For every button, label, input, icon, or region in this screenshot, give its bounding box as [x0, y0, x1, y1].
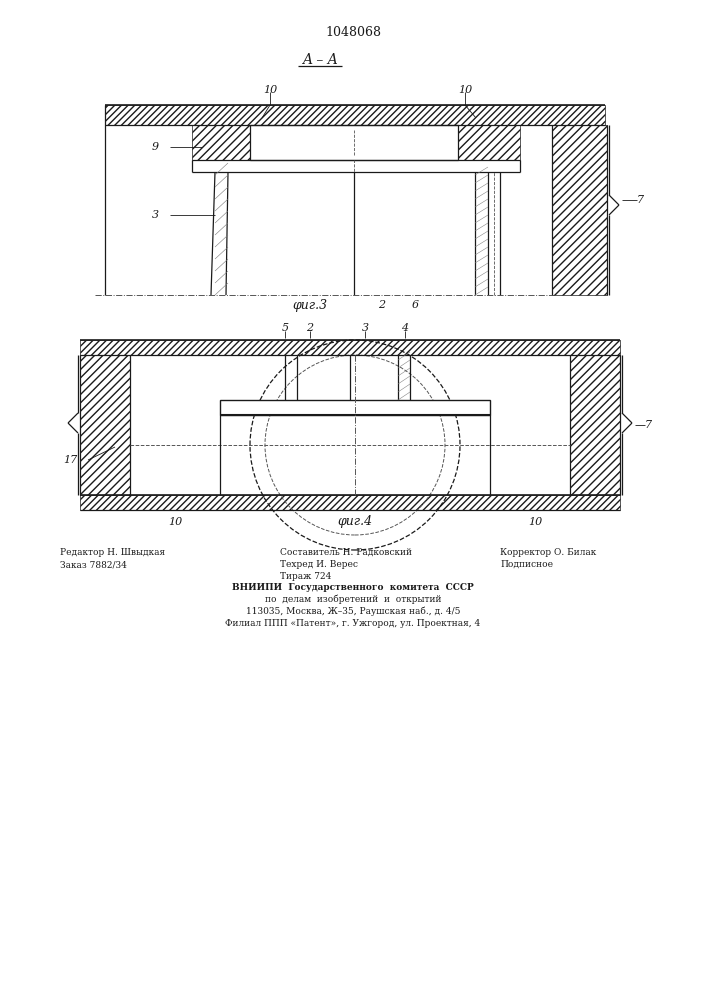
- Text: Подписное: Подписное: [500, 560, 553, 569]
- Text: Тираж 724: Тираж 724: [280, 572, 332, 581]
- Text: 3: 3: [361, 323, 368, 333]
- Text: 2: 2: [378, 300, 385, 310]
- Text: 3: 3: [151, 210, 158, 220]
- Text: 7: 7: [645, 420, 652, 430]
- Text: φиг.4: φиг.4: [337, 516, 373, 528]
- Bar: [80, 495, 620, 510]
- Text: 4: 4: [402, 323, 409, 333]
- Bar: [552, 125, 607, 295]
- Bar: [105, 105, 605, 125]
- Text: 113035, Москва, Ж–35, Раушская наб., д. 4/5: 113035, Москва, Ж–35, Раушская наб., д. …: [246, 607, 460, 616]
- Text: Составитель Н. Радковский: Составитель Н. Радковский: [280, 548, 412, 557]
- Bar: [192, 125, 250, 160]
- Text: Редактор Н. Швыдкая: Редактор Н. Швыдкая: [60, 548, 165, 557]
- Text: 10: 10: [168, 517, 182, 527]
- Text: 7: 7: [636, 195, 643, 205]
- Text: 5: 5: [281, 323, 288, 333]
- Bar: [458, 125, 520, 160]
- Text: Техред И. Верес: Техред И. Верес: [280, 560, 358, 569]
- Text: 10: 10: [528, 517, 542, 527]
- Bar: [80, 355, 130, 495]
- Bar: [220, 400, 490, 415]
- Bar: [250, 125, 458, 160]
- Text: ВНИИПИ  Государственного  комитета  СССР: ВНИИПИ Государственного комитета СССР: [232, 583, 474, 592]
- Text: 9: 9: [151, 142, 158, 152]
- Text: 2: 2: [306, 323, 314, 333]
- Text: Филиал ППП «Патент», г. Ужгород, ул. Проектная, 4: Филиал ППП «Патент», г. Ужгород, ул. Про…: [226, 619, 481, 628]
- Text: 1048068: 1048068: [325, 25, 381, 38]
- Bar: [80, 340, 620, 355]
- Text: 10: 10: [263, 85, 277, 95]
- Text: 10: 10: [458, 85, 472, 95]
- Text: φиг.3: φиг.3: [293, 298, 327, 312]
- Bar: [570, 355, 620, 495]
- Text: 17: 17: [63, 455, 77, 465]
- Text: 6: 6: [411, 300, 419, 310]
- Text: Заказ 7882/34: Заказ 7882/34: [60, 560, 127, 569]
- Text: A – A: A – A: [302, 53, 338, 67]
- Text: по  делам  изобретений  и  открытий: по делам изобретений и открытий: [264, 595, 441, 604]
- Text: Корректор О. Билак: Корректор О. Билак: [500, 548, 596, 557]
